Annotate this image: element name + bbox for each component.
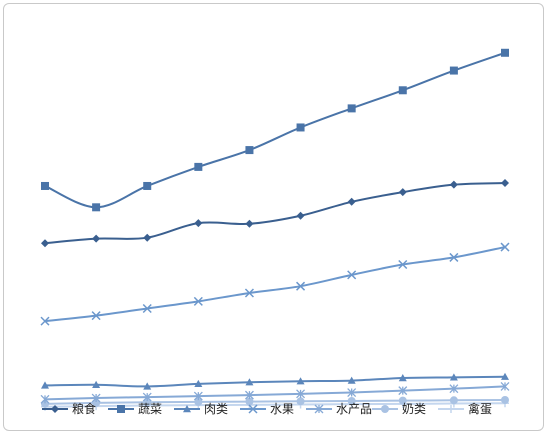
legend-marker <box>51 405 59 413</box>
data-point <box>41 239 49 248</box>
data-point <box>143 382 152 390</box>
data-point <box>296 389 306 399</box>
data-point <box>91 311 101 321</box>
data-point <box>193 296 203 306</box>
series-line <box>44 375 506 388</box>
data-point <box>92 380 101 388</box>
data-point <box>142 303 152 314</box>
data-point <box>449 396 458 405</box>
data-point <box>501 179 509 188</box>
data-point <box>347 388 357 398</box>
series-4 <box>40 242 510 326</box>
legend-item-3: 肉类 <box>174 402 228 416</box>
data-point <box>194 397 203 406</box>
data-point <box>245 378 254 386</box>
data-point <box>41 381 49 389</box>
data-point <box>398 386 408 396</box>
data-point <box>143 181 152 190</box>
series-line <box>44 182 506 245</box>
legend-item-1: 粮食 <box>42 401 96 416</box>
data-point <box>91 393 101 403</box>
data-point <box>449 384 459 394</box>
data-point <box>398 86 407 95</box>
series-line <box>44 398 506 405</box>
data-point <box>398 259 408 270</box>
series-2 <box>41 48 509 212</box>
legend-item-2: 蔬菜 <box>108 402 162 416</box>
data-point <box>500 381 510 391</box>
data-point <box>40 394 50 404</box>
data-point <box>347 270 357 280</box>
data-point <box>143 398 152 407</box>
data-point <box>296 211 305 220</box>
data-point <box>193 391 203 401</box>
data-point <box>347 376 356 384</box>
series-1 <box>41 179 509 248</box>
data-point <box>501 395 509 404</box>
data-point <box>398 373 407 382</box>
legend-marker <box>117 405 125 413</box>
data-point <box>501 48 509 57</box>
data-point <box>40 316 50 326</box>
data-point <box>41 181 49 190</box>
legend-marker <box>248 404 258 414</box>
legend-marker <box>447 405 455 413</box>
data-point <box>296 123 305 132</box>
data-point <box>501 372 509 380</box>
legend-item-7: 禽蛋 <box>438 401 492 416</box>
data-point <box>245 146 254 155</box>
data-point <box>449 180 458 189</box>
legend-label: 水产品 <box>336 402 372 416</box>
legend-label: 蔬菜 <box>138 402 162 416</box>
data-point <box>500 242 510 252</box>
data-point <box>92 234 101 243</box>
legend-label: 奶类 <box>402 402 426 416</box>
data-point <box>194 162 203 171</box>
series-line <box>44 385 506 401</box>
data-point <box>244 288 254 298</box>
legend-item-5: 水产品 <box>306 402 372 416</box>
data-point <box>449 66 458 75</box>
data-point <box>398 396 407 405</box>
data-point <box>245 397 254 406</box>
data-point <box>244 390 254 400</box>
data-point <box>347 197 356 206</box>
data-point <box>449 373 458 381</box>
series-line <box>44 51 506 209</box>
data-point <box>296 281 306 291</box>
series-5 <box>40 381 510 404</box>
legend-item-6: 奶类 <box>372 402 426 416</box>
data-point <box>296 397 305 406</box>
legend-item-4: 水果 <box>240 402 294 416</box>
data-point <box>347 104 356 113</box>
series-line <box>44 246 506 323</box>
data-point <box>296 377 305 385</box>
legend-marker <box>381 405 389 413</box>
legend: 粮食 蔬菜 肉类 水果 水产品 奶类 禽蛋 <box>42 401 492 416</box>
legend-label: 水果 <box>270 402 294 416</box>
data-point <box>347 396 356 405</box>
legend-label: 粮食 <box>72 401 96 416</box>
data-point <box>143 233 152 242</box>
series-3 <box>41 372 509 390</box>
data-point <box>142 392 152 402</box>
data-point <box>245 219 254 228</box>
legend-label: 禽蛋 <box>468 401 492 416</box>
data-point <box>92 203 101 212</box>
data-point <box>449 252 459 262</box>
data-point <box>194 219 203 228</box>
data-point <box>398 188 407 197</box>
data-point <box>194 379 203 388</box>
legend-label: 肉类 <box>204 402 228 416</box>
legend-marker <box>183 405 191 413</box>
plot-area <box>40 48 510 411</box>
legend-marker <box>314 404 324 414</box>
